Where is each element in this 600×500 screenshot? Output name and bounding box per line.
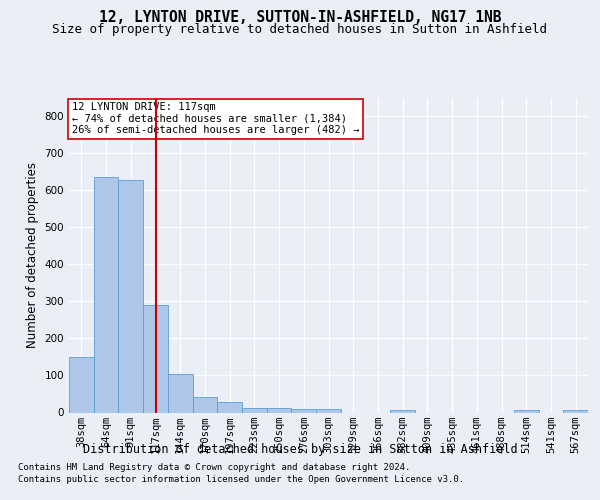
Text: 12 LYNTON DRIVE: 117sqm
← 74% of detached houses are smaller (1,384)
26% of semi: 12 LYNTON DRIVE: 117sqm ← 74% of detache… bbox=[71, 102, 359, 136]
Text: Size of property relative to detached houses in Sutton in Ashfield: Size of property relative to detached ho… bbox=[53, 22, 548, 36]
Bar bbox=[242, 408, 267, 412]
Bar bbox=[292, 409, 316, 412]
Text: 12, LYNTON DRIVE, SUTTON-IN-ASHFIELD, NG17 1NB: 12, LYNTON DRIVE, SUTTON-IN-ASHFIELD, NG… bbox=[99, 10, 501, 25]
Text: Contains public sector information licensed under the Open Government Licence v3: Contains public sector information licen… bbox=[18, 475, 464, 484]
Bar bbox=[217, 402, 242, 412]
Text: Distribution of detached houses by size in Sutton in Ashfield: Distribution of detached houses by size … bbox=[83, 442, 517, 456]
Bar bbox=[193, 397, 217, 412]
Bar bbox=[316, 409, 341, 412]
Bar bbox=[94, 177, 118, 412]
Bar bbox=[514, 410, 539, 412]
Text: Contains HM Land Registry data © Crown copyright and database right 2024.: Contains HM Land Registry data © Crown c… bbox=[18, 464, 410, 472]
Y-axis label: Number of detached properties: Number of detached properties bbox=[26, 162, 39, 348]
Bar bbox=[69, 357, 94, 412]
Bar bbox=[118, 180, 143, 412]
Bar bbox=[143, 305, 168, 412]
Bar bbox=[267, 408, 292, 412]
Bar bbox=[168, 374, 193, 412]
Bar bbox=[563, 410, 588, 412]
Bar bbox=[390, 410, 415, 412]
